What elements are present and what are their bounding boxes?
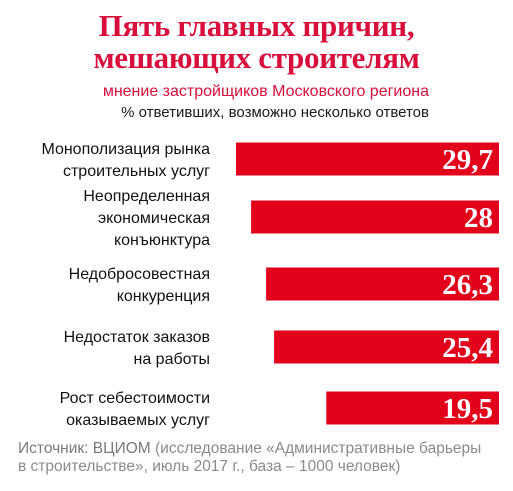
chart-units-note: % ответивших, возможно несколько ответов bbox=[121, 104, 429, 121]
value-label-2: 28 bbox=[464, 202, 493, 234]
source-text: (исследование «Административные барьеры … bbox=[18, 440, 482, 475]
bar-5 bbox=[326, 391, 499, 425]
bar-3 bbox=[266, 267, 499, 301]
value-label-4: 25,4 bbox=[442, 332, 493, 364]
source-note: Источник: ВЦИОМ (исследование «Администр… bbox=[18, 440, 488, 491]
chart-subtitle: мнение застройщиков Московского региона bbox=[102, 83, 429, 100]
category-label-1: Монополизация рынка строительных услуг bbox=[41, 141, 210, 180]
category-label-5: Рост себестоимости оказываемых услуг bbox=[60, 390, 211, 429]
category-label-2: Неопределенная экономическая конъюнктура bbox=[83, 188, 210, 249]
value-label-5: 19,5 bbox=[442, 393, 493, 425]
category-label-3: Недобросовестная конкуренция bbox=[69, 266, 210, 305]
bar-chart: 29,7 Монополизация рынка строительных услу… bbox=[41, 141, 499, 429]
title-line-1: Пять главных причин, bbox=[98, 8, 415, 43]
bar-4 bbox=[274, 330, 499, 364]
title-line-2: мешающих строителям bbox=[93, 40, 420, 75]
bar-2 bbox=[251, 200, 499, 234]
category-label-4: Недостаток заказов на работы bbox=[64, 329, 210, 368]
bar-1 bbox=[236, 142, 499, 176]
source-label: Источник: ВЦИОМ bbox=[18, 440, 151, 457]
chart-title: Пять главных причин, мешающих строителям bbox=[0, 10, 513, 74]
value-label-3: 26,3 bbox=[442, 269, 493, 301]
value-label-1: 29,7 bbox=[442, 144, 493, 176]
